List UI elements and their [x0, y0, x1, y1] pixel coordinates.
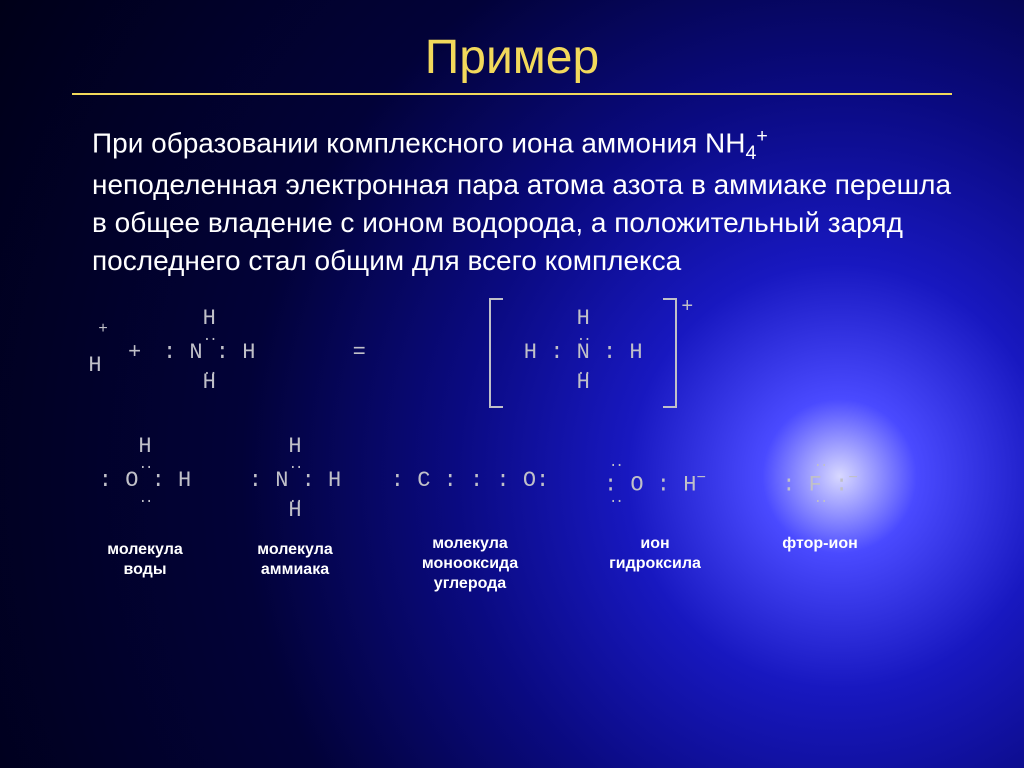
oh-top-dots: .. [609, 456, 622, 470]
nh4-top-h: H [577, 308, 590, 330]
plus-operator: + [120, 342, 149, 364]
nh3b-top-h: H [288, 436, 301, 458]
nh3b-bot-h: H [288, 500, 301, 522]
bracket-charge: + [681, 298, 693, 318]
oh-charge: − [696, 469, 706, 487]
h-plus-h: H [88, 353, 101, 378]
nh4-right-h: H [629, 340, 642, 365]
caption-hydroxyl: ион гидроксила [570, 534, 740, 574]
nh3-n: N [189, 340, 202, 365]
equation-row: + H + H .. : N : H .. H = H .. H : N : [70, 298, 1024, 408]
f-charge: − [848, 469, 858, 487]
h-plus-ion: + H [70, 333, 120, 377]
oh-h: H [683, 472, 696, 497]
co-l2: : [536, 468, 549, 493]
para-supplus: + [756, 125, 767, 147]
diagram-area: + H + H .. : N : H .. H = H .. H : N : [70, 298, 1024, 594]
nh3b-h: H [328, 468, 341, 493]
nh4-mid: H : N : H [503, 342, 663, 364]
ammonia-left: H .. : N : H .. H [149, 308, 269, 398]
co-mid: : C : : : O: [370, 470, 570, 492]
co-l1: : [391, 468, 404, 493]
caption-co: молекула монооксида углерода [370, 534, 570, 594]
nh4-left-h: H [524, 340, 537, 365]
nh3b-n: N [275, 468, 288, 493]
slide: Пример При образовании комплексного иона… [0, 0, 1024, 768]
h2o-o: O [125, 468, 138, 493]
caption-ammonia: молекула аммиака [220, 540, 370, 580]
para-sub4: 4 [745, 142, 756, 164]
f-l1: : [782, 472, 795, 497]
title-underline [72, 93, 952, 95]
caption-water: молекула воды [70, 540, 220, 580]
nh4-n: N [577, 340, 590, 365]
para-part1: При образовании комплексного иона аммони… [92, 127, 745, 158]
h2o-dots-bot: .. [139, 492, 152, 506]
bracket-right [663, 298, 677, 408]
co-c: C [417, 468, 430, 493]
f-l2: : [835, 472, 848, 497]
nh3-right-h: H [242, 340, 255, 365]
para-part2: неподеленная электронная пара атома азот… [92, 169, 951, 276]
h2o-l1: : [99, 468, 112, 493]
mol-hydroxyl: .. : O : H− .. ион гидроксила [570, 436, 740, 574]
nh4-c2: : [603, 340, 616, 365]
mol-fluoride: .. : F :− .. фтор-ион [740, 436, 900, 554]
f-top-dots: .. [814, 456, 827, 470]
nh3-bot-h: H [203, 372, 216, 394]
mol-water: H .. : O : H .. молекула воды [70, 436, 220, 580]
equals-sign: = [269, 342, 449, 364]
molecules-row: H .. : O : H .. молекула воды H .. : N :… [70, 436, 1024, 594]
body-paragraph: При образовании комплексного иона аммони… [92, 123, 956, 280]
h2o-mid: : O : H [85, 470, 205, 492]
oh-o: O [630, 472, 643, 497]
h2o-top-h: H [138, 436, 151, 458]
nh3b-lone: : [249, 468, 262, 493]
oh-mid: : O : H− [570, 470, 740, 496]
nh3b-c: : [302, 468, 315, 493]
mol-ammonia: H .. : N : H .. H молекула аммиака [220, 436, 370, 580]
f-bot-dots: .. [814, 492, 827, 506]
mol-co: : C : : : O: молекула монооксида углерод… [370, 436, 570, 594]
nh3-mid: : N : H [149, 342, 269, 364]
bracket-left [489, 298, 503, 408]
nh3b-mid: : N : H [235, 470, 355, 492]
slide-title: Пример [0, 0, 1024, 85]
h2o-c: : [152, 468, 165, 493]
nh3-top-h: H [203, 308, 216, 330]
nh4-c1: : [550, 340, 563, 365]
nh3-lone: : [163, 340, 176, 365]
oh-bot-dots: .. [609, 492, 622, 506]
h2o-h: H [178, 468, 191, 493]
caption-fluoride: фтор-ион [740, 534, 900, 554]
nh4-bot-h: H [577, 372, 590, 394]
co-o: O [523, 468, 536, 493]
oh-c: : [657, 472, 670, 497]
nh3-c2: : [216, 340, 229, 365]
ammonium: H .. H : N : H .. H [503, 308, 663, 398]
co-triple: : : : [444, 468, 510, 493]
h-plus-charge: + [98, 320, 108, 338]
